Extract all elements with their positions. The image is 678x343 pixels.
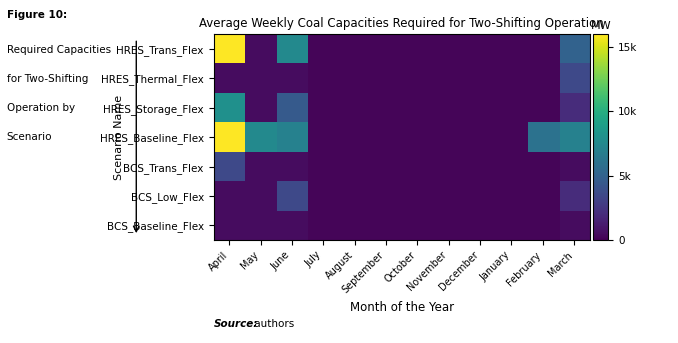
Title: MW: MW xyxy=(591,21,611,31)
Title: Average Weekly Coal Capacities Required for Two-Shifting Operation: Average Weekly Coal Capacities Required … xyxy=(199,17,604,31)
Text: Source:: Source: xyxy=(214,319,258,329)
Text: for Two-Shifting: for Two-Shifting xyxy=(7,74,88,84)
X-axis label: Month of the Year: Month of the Year xyxy=(350,300,454,314)
Text: Required Capacities: Required Capacities xyxy=(7,45,111,55)
Text: Operation by: Operation by xyxy=(7,103,75,113)
Text: Scenario Name: Scenario Name xyxy=(114,95,123,180)
Text: Scenario: Scenario xyxy=(7,132,52,142)
Text: Figure 10:: Figure 10: xyxy=(7,10,67,20)
Text: authors: authors xyxy=(251,319,294,329)
